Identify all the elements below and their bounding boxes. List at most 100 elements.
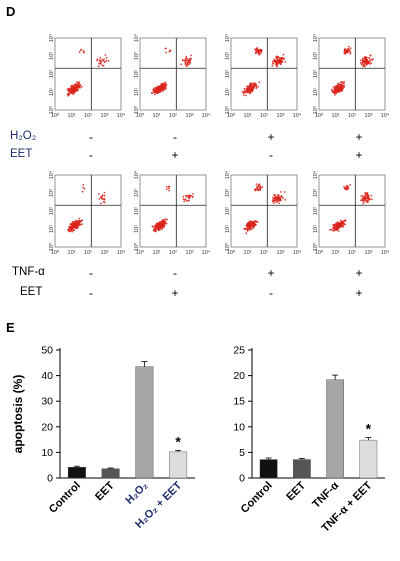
flow-event-dot: [255, 87, 258, 90]
flow-event-dot: [158, 227, 161, 230]
flow-event-dot: [97, 65, 100, 68]
flow-event-dot: [105, 59, 108, 62]
flow-event-dot: [337, 89, 340, 92]
flow-y-tick: 10²: [134, 207, 140, 215]
flow-plot-2: 10⁰ 10¹ 10² 10³ 10⁴ 10⁰ 10¹ 10² 10³ 10⁴: [133, 33, 211, 119]
flow-event-dot: [345, 186, 348, 189]
flow-event-dot: [67, 92, 69, 95]
flow-event-dot: [80, 48, 83, 51]
flow-x-tick: 10⁰: [315, 112, 324, 119]
flow-y-tick: 10⁴: [133, 170, 140, 179]
flow-x-tick: 10¹: [332, 113, 340, 119]
bar-2: [101, 468, 120, 479]
flow-event-dot: [364, 195, 367, 197]
flow-x-tick: 10³: [277, 250, 285, 256]
flow-x-tick: 10⁴: [117, 112, 126, 119]
eet-mark-r1-4: +: [355, 148, 363, 162]
flow-event-dot: [361, 59, 364, 62]
flow-event-dot: [166, 188, 168, 191]
flow-event-dot: [347, 187, 350, 190]
flow-y-tick: 10¹: [313, 88, 319, 96]
flow-plot-3: 10⁰ 10¹ 10² 10³ 10⁴ 10⁰ 10¹ 10² 10³ 10⁴: [224, 33, 302, 119]
y-tick-label: 0: [47, 473, 53, 485]
flow-event-dot: [274, 199, 276, 202]
flow-plot-8: 10⁰ 10¹ 10² 10³ 10⁴ 10⁰ 10¹ 10² 10³ 10⁴: [312, 170, 390, 256]
flow-event-dot: [192, 193, 195, 195]
flow-event-dot: [165, 87, 167, 89]
flow-event-dot: [333, 230, 335, 232]
flow-x-tick: 10⁴: [202, 249, 211, 256]
flow-event-dot: [284, 198, 287, 201]
flow-event-dot: [161, 82, 164, 85]
flow-event-dot: [82, 183, 84, 186]
flow-event-dot: [71, 223, 74, 226]
flow-event-dot: [73, 229, 75, 232]
y-tick-label: 5: [239, 447, 245, 459]
flow-event-dot: [278, 202, 280, 205]
flow-event-dot: [363, 63, 365, 66]
flow-event-dot: [159, 221, 162, 224]
flow-event-dot: [152, 91, 155, 93]
flow-event-dot: [162, 84, 165, 87]
flow-event-dot: [181, 59, 184, 61]
flow-event-dot: [162, 222, 165, 225]
flow-x-tick: 10³: [365, 250, 373, 256]
flow-plot-frame: [54, 37, 122, 111]
flow-event-dot: [184, 63, 187, 65]
flow-y-tick: 10²: [49, 70, 55, 78]
flow-event-dot: [348, 48, 351, 51]
flow-event-dot: [279, 59, 281, 62]
flow-plot-frame: [318, 174, 386, 248]
flow-event-dot: [77, 221, 80, 224]
h2o2-mark-4: +: [355, 130, 363, 144]
flow-y-tick: 10⁴: [312, 170, 319, 179]
flow-x-tick: 10²: [84, 250, 92, 256]
tnf-mark-2: -: [173, 266, 177, 280]
flow-event-dot: [250, 223, 253, 226]
flow-event-dot: [72, 221, 75, 224]
category-label: H₂O₂: [123, 480, 150, 507]
flow-event-dot: [153, 87, 155, 89]
flow-event-dot: [191, 196, 194, 199]
flow-event-dot: [103, 58, 105, 61]
flow-event-dot: [333, 90, 335, 93]
flow-event-dot: [69, 91, 72, 94]
flow-event-dot: [105, 56, 108, 59]
flow-x-tick: 10⁴: [202, 112, 211, 119]
flow-event-dot: [274, 60, 277, 62]
flow-event-dot: [155, 86, 158, 89]
flow-event-dot: [282, 53, 285, 56]
flow-x-tick: 10³: [365, 113, 373, 119]
tnf-mark-1: -: [89, 266, 93, 280]
flow-x-tick: 10³: [277, 113, 285, 119]
flow-event-dot: [366, 201, 368, 204]
flow-event-dot: [253, 188, 256, 191]
flow-event-dot: [276, 195, 279, 198]
flow-x-tick: 10¹: [153, 113, 161, 119]
eet-condition-label-row1: EET: [10, 148, 33, 160]
flow-event-dot: [70, 90, 73, 92]
flow-event-dot: [365, 58, 367, 61]
flow-event-dot: [280, 61, 283, 64]
tnf-mark-3: +: [267, 266, 275, 280]
flow-event-dot: [250, 83, 253, 85]
flow-event-dot: [360, 199, 362, 202]
flow-event-dot: [243, 228, 246, 231]
flow-x-tick: 10⁰: [315, 249, 324, 256]
h2o2-mark-1: -: [89, 130, 93, 144]
flow-event-dot: [243, 91, 246, 94]
flow-event-dot: [248, 92, 251, 95]
flow-event-dot: [74, 86, 77, 89]
flow-event-dot: [279, 63, 282, 65]
flow-event-dot: [256, 50, 259, 53]
flow-event-dot: [334, 227, 337, 230]
flow-event-dot: [247, 91, 249, 94]
flow-event-dot: [98, 62, 101, 65]
flow-event-dot: [256, 221, 259, 224]
flow-event-dot: [363, 57, 366, 59]
flow-event-dot: [77, 89, 79, 91]
flow-y-tick: 10⁴: [48, 33, 55, 42]
flow-event-dot: [362, 61, 364, 64]
flow-event-dot: [158, 88, 161, 91]
